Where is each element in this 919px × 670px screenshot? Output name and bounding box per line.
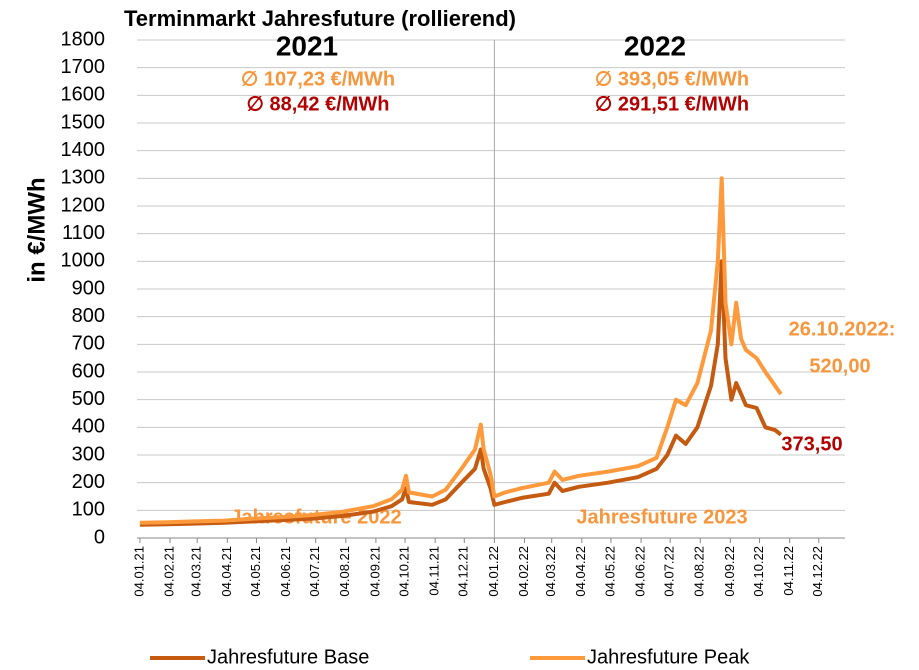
y-tick-label: 1200 xyxy=(61,194,106,216)
x-tick-label: 04.03.22 xyxy=(543,546,558,597)
annotation: ∅ 107,23 €/MWh xyxy=(241,68,395,90)
y-tick-label: 1500 xyxy=(61,111,106,133)
x-tick-label: 04.03.21 xyxy=(189,546,204,597)
y-tick-label: 1800 xyxy=(61,28,106,50)
x-tick-label: 04.12.21 xyxy=(456,546,471,597)
y-tick-label: 1300 xyxy=(61,167,106,189)
y-tick-label: 1000 xyxy=(61,250,106,272)
annotation: 2021 xyxy=(276,30,338,61)
annotation: ∅ 88,42 €/MWh xyxy=(246,93,389,115)
x-tick-label: 04.04.22 xyxy=(573,546,588,597)
y-tick-label: 900 xyxy=(72,277,105,299)
x-tick-label: 04.12.22 xyxy=(810,546,825,597)
data-line xyxy=(139,176,783,525)
annotation: ∅ 291,51 €/MWh xyxy=(595,93,749,115)
annotation: 2022 xyxy=(624,30,686,61)
y-tick-label: 800 xyxy=(72,305,105,327)
y-tick-label: 300 xyxy=(72,443,105,465)
y-tick-label: 1100 xyxy=(62,222,105,244)
x-tick-label: 04.09.22 xyxy=(722,546,737,597)
y-tick-label: 100 xyxy=(72,499,105,521)
y-tick-label: 200 xyxy=(72,471,105,493)
x-tick-label: 04.04.21 xyxy=(219,546,234,597)
x-tick-label: 04.05.21 xyxy=(248,546,263,597)
annotation: 26.10.2022: xyxy=(789,318,896,340)
x-tick-label: 04.10.22 xyxy=(751,546,766,597)
annotation: Jahresfuture 2023 xyxy=(576,506,747,528)
x-tick-label: 04.09.21 xyxy=(367,546,382,597)
legend-label: Jahresfuture Base xyxy=(207,646,369,668)
x-tick-label: 04.01.21 xyxy=(131,546,146,597)
x-tick-label: 04.08.21 xyxy=(337,546,352,597)
x-tick-label: 04.02.22 xyxy=(516,546,531,597)
annotation: ∅ 393,05 €/MWh xyxy=(595,68,749,90)
y-tick-label: 600 xyxy=(72,360,105,382)
x-tick-label: 04.06.21 xyxy=(278,546,293,597)
y-tick-label: 500 xyxy=(72,388,105,410)
x-tick-label: 04.08.22 xyxy=(692,546,707,597)
data-line xyxy=(139,259,783,527)
y-tick-label: 400 xyxy=(72,416,105,438)
y-axis-label: in €/MWh xyxy=(23,177,50,282)
annotation: 520,00 xyxy=(809,355,870,377)
y-tick-label: 0 xyxy=(94,526,105,548)
x-tick-label: 04.07.21 xyxy=(307,546,322,597)
y-tick-label: 1600 xyxy=(61,84,106,106)
annotation: 373,50 xyxy=(781,433,842,455)
x-tick-label: 04.10.21 xyxy=(396,546,411,597)
x-tick-label: 04.01.22 xyxy=(486,546,501,597)
x-tick-label: 04.07.22 xyxy=(662,546,677,597)
x-tick-label: 04.02.21 xyxy=(161,546,176,597)
legend-label: Jahresfuture Peak xyxy=(587,646,750,668)
y-tick-label: 1700 xyxy=(61,56,106,78)
chart-title: Terminmarkt Jahresfuture (rollierend) xyxy=(124,6,516,31)
y-tick-label: 700 xyxy=(72,333,105,355)
x-tick-label: 04.05.22 xyxy=(602,546,617,597)
x-tick-label: 04.11.21 xyxy=(427,546,442,596)
y-tick-label: 1400 xyxy=(61,139,106,161)
x-tick-label: 04.06.22 xyxy=(632,546,647,597)
x-tick-label: 04.11.22 xyxy=(781,546,796,596)
